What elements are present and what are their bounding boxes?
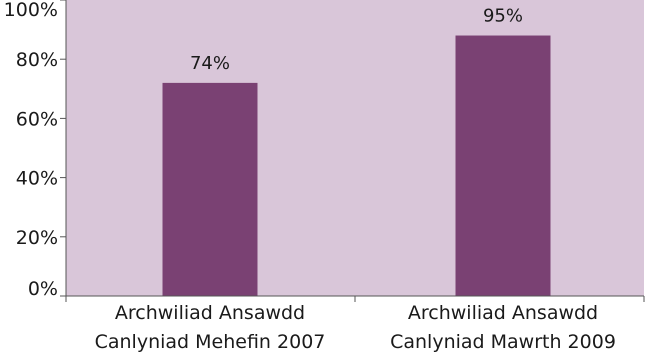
x-axis: Archwiliad Ansawdd Canlyniad Mehefin 2007… [65,295,645,353]
x-category-label-line: Canlyniad Mawrth 2009 [390,331,616,353]
plot-area [66,0,644,296]
x-category-label-2: Archwiliad Ansawdd Canlyniad Mawrth 2009 [390,302,616,353]
y-tick-label: 100% [4,0,58,21]
x-category-label-line: Archwiliad Ansawdd [115,302,305,324]
data-label-1: 74% [190,53,230,74]
y-axis: 0% 20% 40% 60% 80% 100% [4,0,67,300]
y-tick-label: 0% [28,278,58,300]
y-tick-label: 20% [16,227,58,249]
y-tick-label: 60% [16,108,58,130]
bars-group [162,35,551,297]
data-label-2: 95% [483,6,523,27]
bar-2 [455,35,551,297]
y-tick-label: 40% [16,168,58,190]
x-category-label-1: Archwiliad Ansawdd Canlyniad Mehefin 2007 [95,302,326,353]
bar-1 [162,82,258,296]
x-category-label-line: Canlyniad Mehefin 2007 [95,331,326,353]
x-category-label-line: Archwiliad Ansawdd [408,302,598,324]
data-labels-group: 74% 95% [190,6,523,74]
y-tick-label: 80% [16,49,58,71]
